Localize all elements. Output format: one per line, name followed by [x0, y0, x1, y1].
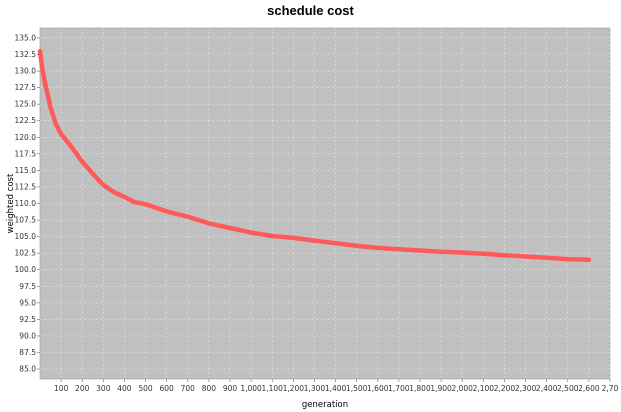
y-tick-label: 115.0 [15, 166, 37, 175]
x-tick-label: 1,100 [261, 384, 283, 393]
y-tick-label: 95.0 [19, 298, 36, 307]
y-tick-label: 132.5 [15, 50, 37, 59]
x-tick-label: 2,300 [515, 384, 537, 393]
y-tick-label: 97.5 [19, 282, 36, 291]
y-tick-label: 102.5 [15, 249, 37, 258]
x-tick-label: 2,100 [473, 384, 495, 393]
x-tick-label: 600 [160, 384, 175, 393]
x-tick-label: 1,200 [283, 384, 305, 393]
x-tick-label: 1,000 [240, 384, 262, 393]
series-line [37, 48, 592, 263]
y-tick-label: 125.0 [15, 100, 37, 109]
y-tick-label: 135.0 [15, 33, 37, 42]
chart-title: schedule cost [267, 3, 354, 18]
x-tick-label: 2,500 [557, 384, 579, 393]
x-tick-label: 2,400 [536, 384, 558, 393]
x-tick-label: 1,800 [409, 384, 431, 393]
x-tick-label: 1,700 [388, 384, 410, 393]
x-tick-label: 2,70 [602, 384, 619, 393]
x-tick-label: 2,600 [578, 384, 600, 393]
x-tick-label: 2,200 [494, 384, 516, 393]
y-tick-label: 107.5 [15, 216, 37, 225]
y-tick-label: 87.5 [19, 348, 36, 357]
y-tick-label: 85.0 [19, 365, 36, 374]
y-axis: 85.0 87.5 90.0 92.5 95.0 97.5 100.0 102.5 105.0 1… [15, 33, 40, 374]
y-tick-label: 130.0 [15, 67, 37, 76]
y-axis-label: weighted cost [6, 173, 16, 233]
x-tick-label: 700 [181, 384, 196, 393]
grid-lines [40, 28, 611, 379]
x-tick-label: 1,400 [325, 384, 347, 393]
y-tick-label: 112.5 [15, 182, 37, 191]
x-axis: 100 200 300 400 500 600 700 800 900 1,000 1,100 1,2… [54, 379, 619, 393]
series-layer [37, 48, 592, 263]
x-tick-label: 800 [202, 384, 217, 393]
y-tick-label: 92.5 [19, 315, 36, 324]
y-tick-label: 127.5 [15, 83, 37, 92]
y-tick-label: 100.0 [15, 265, 37, 274]
x-tick-label: 1,300 [304, 384, 326, 393]
x-tick-label: 1,600 [367, 384, 389, 393]
x-tick-label: 500 [138, 384, 153, 393]
x-tick-label: 400 [117, 384, 132, 393]
x-tick-label: 300 [96, 384, 111, 393]
x-tick-label: 200 [75, 384, 90, 393]
x-tick-label: 900 [223, 384, 238, 393]
x-axis-label: generation [302, 400, 348, 410]
y-tick-label: 90.0 [19, 331, 36, 340]
y-tick-label: 110.0 [15, 199, 37, 208]
y-tick-label: 105.0 [15, 232, 37, 241]
x-tick-label: 2,000 [451, 384, 473, 393]
x-tick-label: 100 [54, 384, 69, 393]
x-tick-label: 1,500 [346, 384, 368, 393]
x-tick-label: 1,900 [430, 384, 452, 393]
y-tick-label: 117.5 [15, 149, 37, 158]
y-tick-label: 122.5 [15, 116, 37, 125]
y-tick-label: 120.0 [15, 133, 37, 142]
